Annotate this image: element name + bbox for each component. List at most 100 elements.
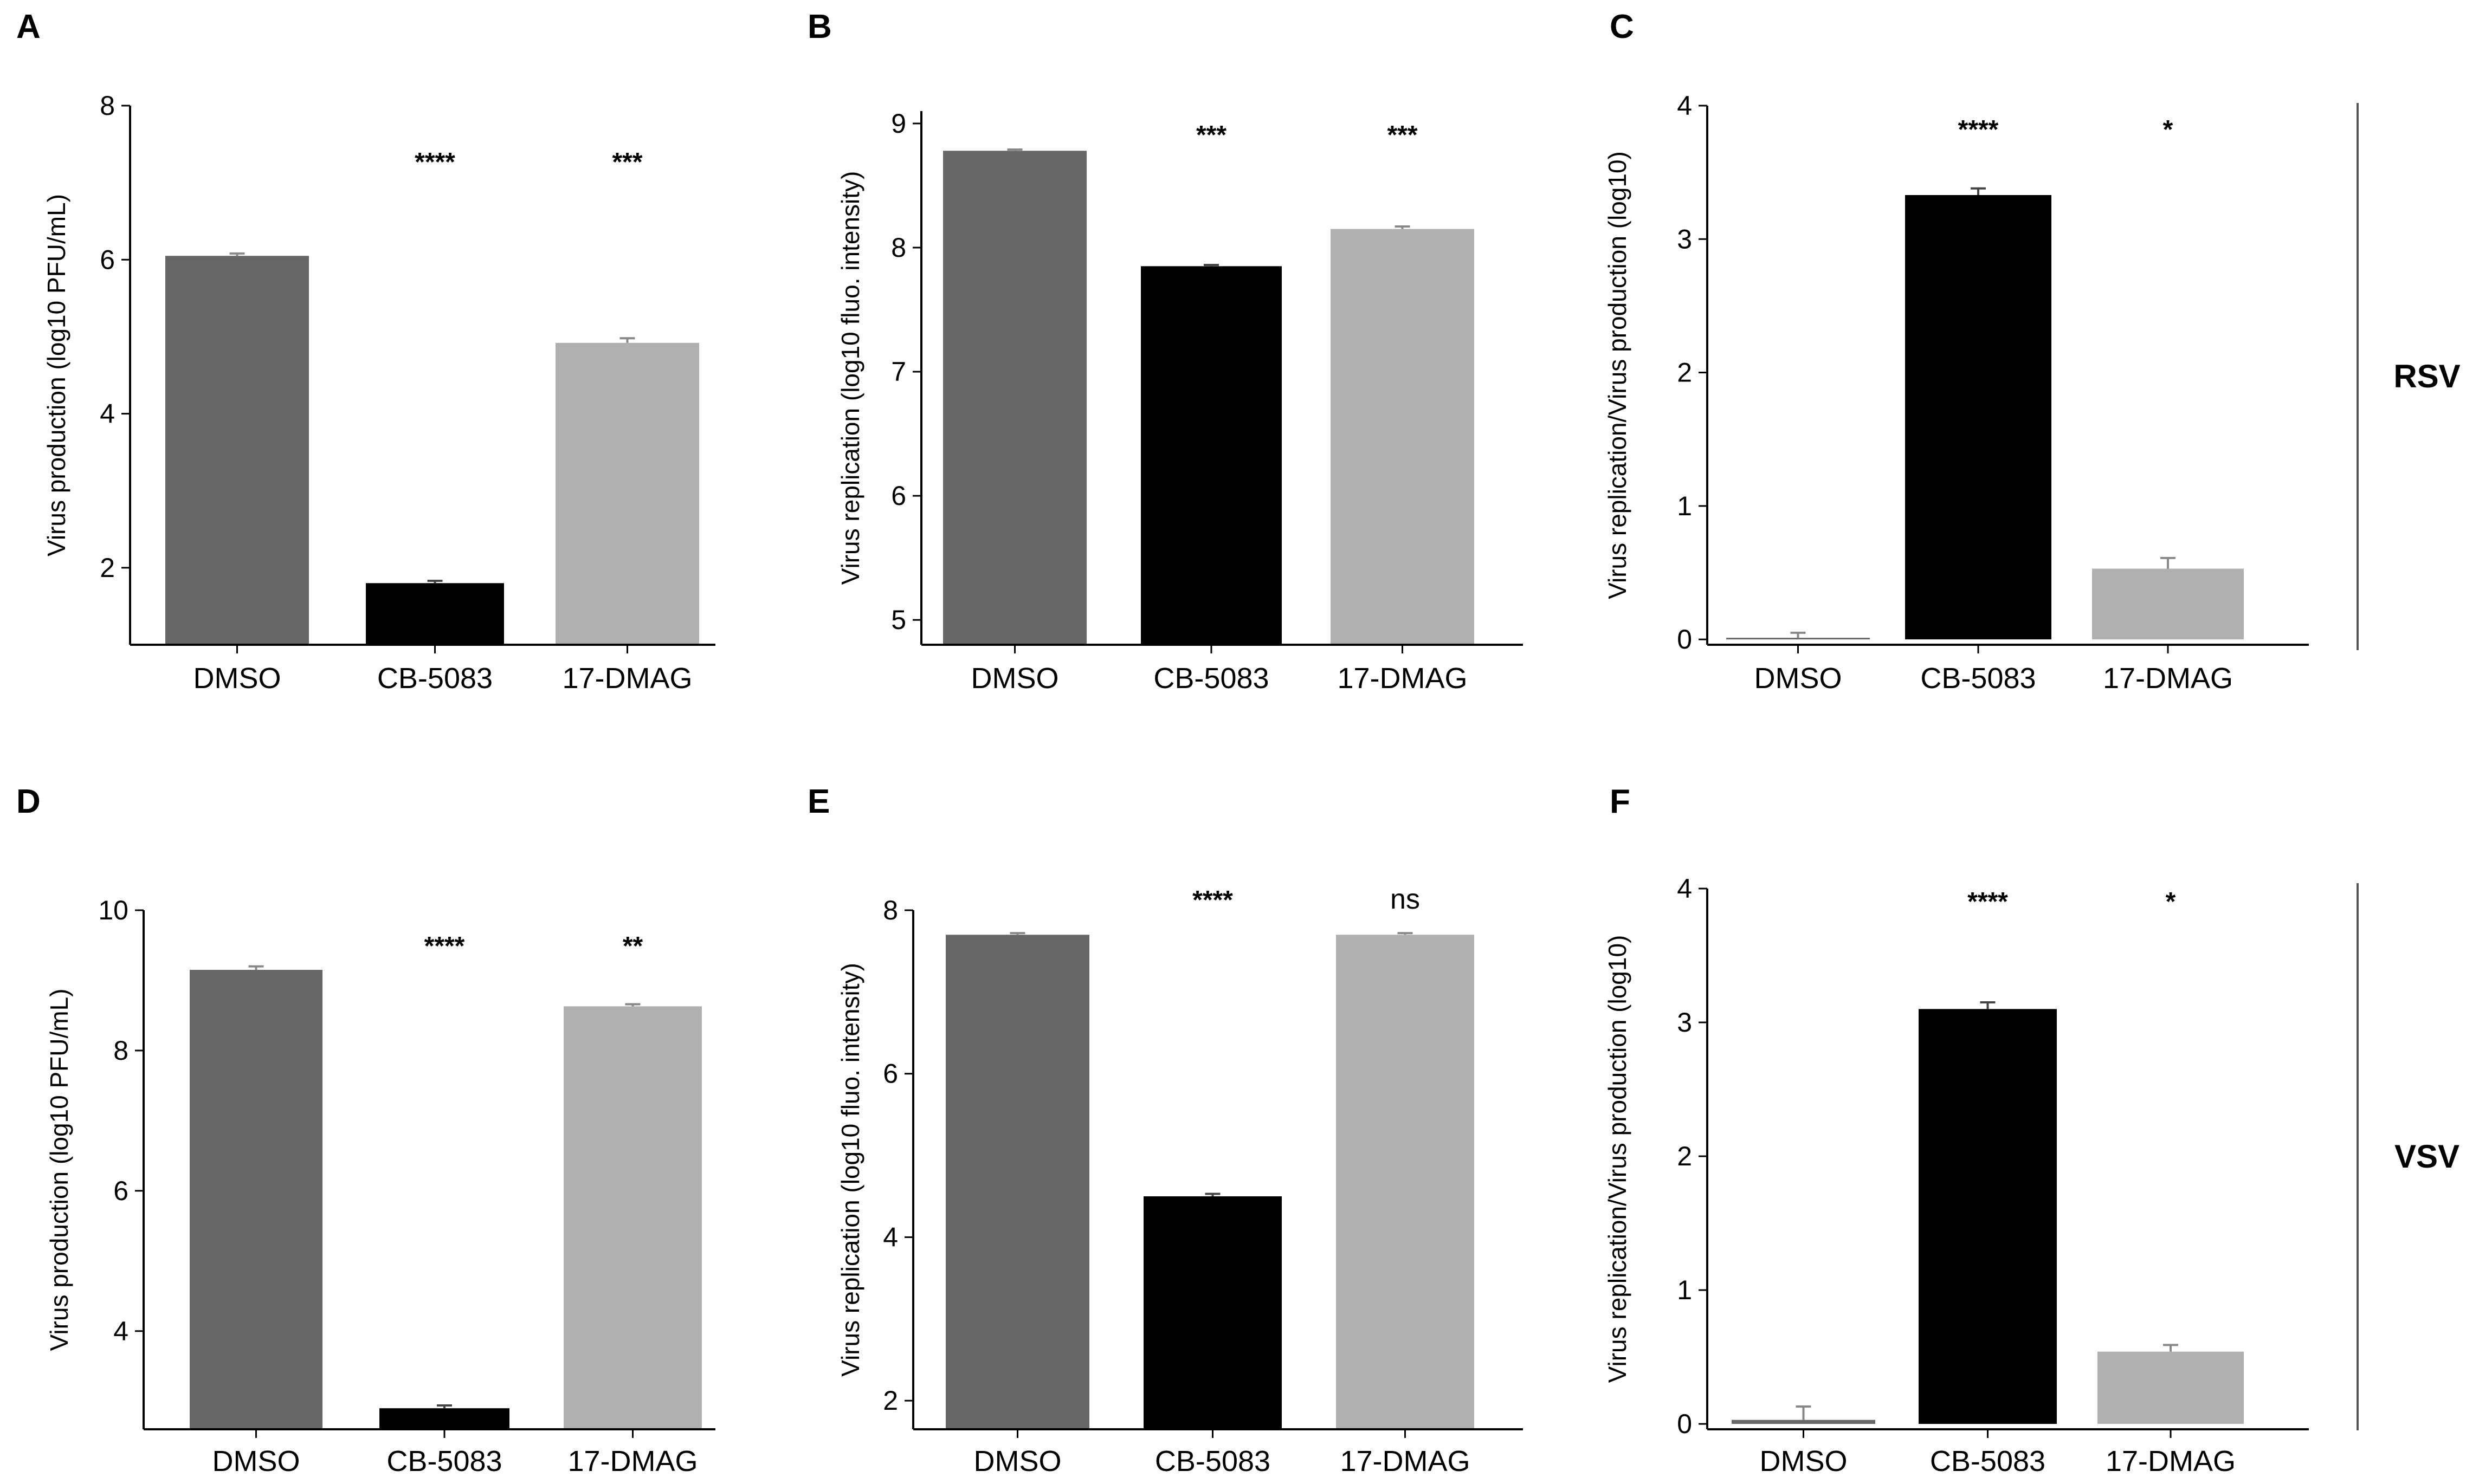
y-tick-label-c-3: 3 bbox=[1677, 224, 1692, 254]
significance-a-17-dmag: *** bbox=[612, 148, 642, 177]
error-bar-c-dmso bbox=[1790, 631, 1806, 638]
bar-c-cb-5083 bbox=[1905, 195, 2051, 640]
y-tick-label-b-5: 5 bbox=[891, 605, 906, 635]
y-tick-label-d-10: 10 bbox=[98, 895, 128, 925]
y-axis-label-a: Virus production (log10 PFU/mL) bbox=[42, 194, 70, 556]
x-tick-label-a-1: DMSO bbox=[193, 662, 281, 695]
x-tick-label-f-3: 17-DMAG bbox=[2106, 1445, 2236, 1477]
error-bar-a-17-dmag bbox=[619, 337, 635, 343]
error-bar-c-cb-5083 bbox=[1971, 187, 1986, 196]
error-bar-d-cb-5083 bbox=[437, 1404, 452, 1409]
bar-b-dmso bbox=[943, 151, 1087, 645]
panel-d: D DMSO **** CB-5083 ** 17-DMAG 4 6 8 10 Virus prod… bbox=[16, 783, 715, 1477]
error-bar-e-dmso bbox=[1010, 932, 1025, 935]
error-bar-e-cb-5083 bbox=[1205, 1193, 1221, 1197]
y-tick-label-d-6: 6 bbox=[113, 1176, 128, 1206]
error-bar-b-dmso bbox=[1007, 148, 1023, 151]
y-tick-label-a-6: 6 bbox=[100, 244, 115, 275]
y-tick-label-a-4: 4 bbox=[100, 399, 115, 429]
error-bar-d-dmso bbox=[248, 965, 264, 970]
panel-c: C DMSO **** CB-5083 * 17-DMAG 0 1 2 3 4 Virus repli… bbox=[1603, 8, 2309, 695]
bar-e-cb-5083 bbox=[1144, 1196, 1282, 1429]
bar-a-cb-5083 bbox=[366, 583, 504, 645]
x-tick-label-e-3: 17-DMAG bbox=[1340, 1445, 1470, 1477]
error-bar-a-cb-5083 bbox=[427, 580, 443, 584]
error-bar-f-17-dmag bbox=[2163, 1344, 2178, 1352]
y-tick-label-e-6: 6 bbox=[883, 1059, 898, 1089]
x-tick-label-b-1: DMSO bbox=[971, 662, 1059, 695]
y-tick-label-c-2: 2 bbox=[1677, 358, 1692, 388]
y-tick-label-a-2: 2 bbox=[100, 553, 115, 583]
y-tick-label-f-2: 2 bbox=[1677, 1141, 1692, 1171]
y-tick-label-d-8: 8 bbox=[113, 1035, 128, 1066]
panel-f: F DMSO **** CB-5083 * 17-DMAG 0 1 2 3 4 Virus repli… bbox=[1603, 783, 2309, 1477]
error-bar-a-dmso bbox=[229, 252, 245, 256]
y-tick-label-f-0: 0 bbox=[1677, 1409, 1692, 1439]
error-bar-b-17-dmag bbox=[1395, 225, 1410, 229]
x-tick-label-c-1: DMSO bbox=[1754, 662, 1842, 695]
row-label-vsv: VSV bbox=[2394, 1138, 2459, 1175]
error-bar-b-cb-5083 bbox=[1204, 264, 1219, 267]
y-tick-label-e-2: 2 bbox=[883, 1385, 898, 1416]
x-tick-label-f-2: CB-5083 bbox=[1930, 1445, 2045, 1477]
y-tick-label-e-4: 4 bbox=[883, 1222, 898, 1252]
panel-a: A DMSO **** CB-5083 *** 17-DMAG 2 4 6 8 Virus prod… bbox=[16, 8, 715, 695]
y-tick-label-b-9: 9 bbox=[891, 108, 906, 139]
y-axis-label-c: Virus replication/Virus production (log1… bbox=[1603, 151, 1631, 599]
x-tick-label-c-3: 17-DMAG bbox=[2103, 662, 2233, 695]
bar-e-dmso bbox=[946, 935, 1089, 1429]
significance-b-17-dmag: *** bbox=[1387, 121, 1417, 150]
error-bar-f-cb-5083 bbox=[1980, 1001, 1996, 1009]
significance-c-17-dmag: * bbox=[2163, 115, 2173, 144]
bar-e-17-dmag bbox=[1336, 935, 1474, 1429]
error-bar-c-17-dmag bbox=[2160, 556, 2175, 569]
y-tick-label-c-0: 0 bbox=[1677, 624, 1692, 654]
x-tick-label-b-3: 17-DMAG bbox=[1337, 662, 1467, 695]
y-tick-label-c-4: 4 bbox=[1677, 90, 1692, 121]
significance-a-cb-5083: **** bbox=[415, 148, 455, 177]
error-bar-f-dmso bbox=[1796, 1405, 1811, 1420]
y-tick-label-f-3: 3 bbox=[1677, 1007, 1692, 1038]
bar-d-17-dmag bbox=[564, 1006, 702, 1429]
bar-a-17-dmag bbox=[556, 342, 699, 645]
significance-f-cb-5083: **** bbox=[1967, 887, 2008, 916]
bar-a-dmso bbox=[165, 256, 309, 645]
y-tick-label-f-1: 1 bbox=[1677, 1275, 1692, 1305]
x-tick-label-d-3: 17-DMAG bbox=[567, 1445, 698, 1477]
bar-d-cb-5083 bbox=[379, 1408, 509, 1429]
bar-f-17-dmag bbox=[2097, 1351, 2244, 1424]
bar-b-cb-5083 bbox=[1141, 266, 1282, 645]
significance-f-17-dmag: * bbox=[2166, 887, 2176, 916]
panel-letter-e: E bbox=[808, 783, 830, 820]
panel-e: E DMSO **** CB-5083 ns 17-DMAG 2 4 6 8 Virus repli… bbox=[808, 783, 1523, 1477]
x-tick-label-b-2: CB-5083 bbox=[1153, 662, 1269, 695]
x-tick-label-f-1: DMSO bbox=[1760, 1445, 1848, 1477]
y-axis-label-f: Virus replication/Virus production (log1… bbox=[1603, 935, 1631, 1383]
bar-f-cb-5083 bbox=[1919, 1009, 2057, 1424]
panel-letter-c: C bbox=[1610, 8, 1634, 46]
x-tick-label-d-1: DMSO bbox=[212, 1445, 300, 1477]
significance-d-17-dmag: ** bbox=[623, 932, 643, 961]
panel-letter-f: F bbox=[1610, 783, 1630, 820]
x-tick-label-e-2: CB-5083 bbox=[1155, 1445, 1270, 1477]
y-tick-label-d-4: 4 bbox=[113, 1316, 128, 1346]
y-tick-label-e-8: 8 bbox=[883, 895, 898, 925]
significance-e-17-dmag: ns bbox=[1390, 884, 1420, 915]
y-tick-label-b-6: 6 bbox=[891, 481, 906, 511]
panel-letter-d: D bbox=[16, 783, 41, 820]
x-tick-label-a-2: CB-5083 bbox=[377, 662, 493, 695]
panel-letter-b: B bbox=[808, 8, 832, 46]
x-tick-label-e-1: DMSO bbox=[974, 1445, 1062, 1477]
bar-d-dmso bbox=[190, 970, 322, 1429]
significance-d-cb-5083: **** bbox=[424, 932, 465, 961]
bar-c-dmso bbox=[1726, 638, 1870, 640]
panel-letter-a: A bbox=[16, 8, 41, 46]
y-tick-label-a-8: 8 bbox=[100, 90, 115, 121]
error-bar-e-17-dmag bbox=[1397, 932, 1413, 935]
x-tick-label-a-3: 17-DMAG bbox=[562, 662, 692, 695]
y-axis-label-d: Virus production (log10 PFU/mL) bbox=[45, 989, 73, 1351]
y-tick-label-b-8: 8 bbox=[891, 232, 906, 263]
y-tick-label-c-1: 1 bbox=[1677, 491, 1692, 521]
significance-c-cb-5083: **** bbox=[1958, 115, 1999, 144]
